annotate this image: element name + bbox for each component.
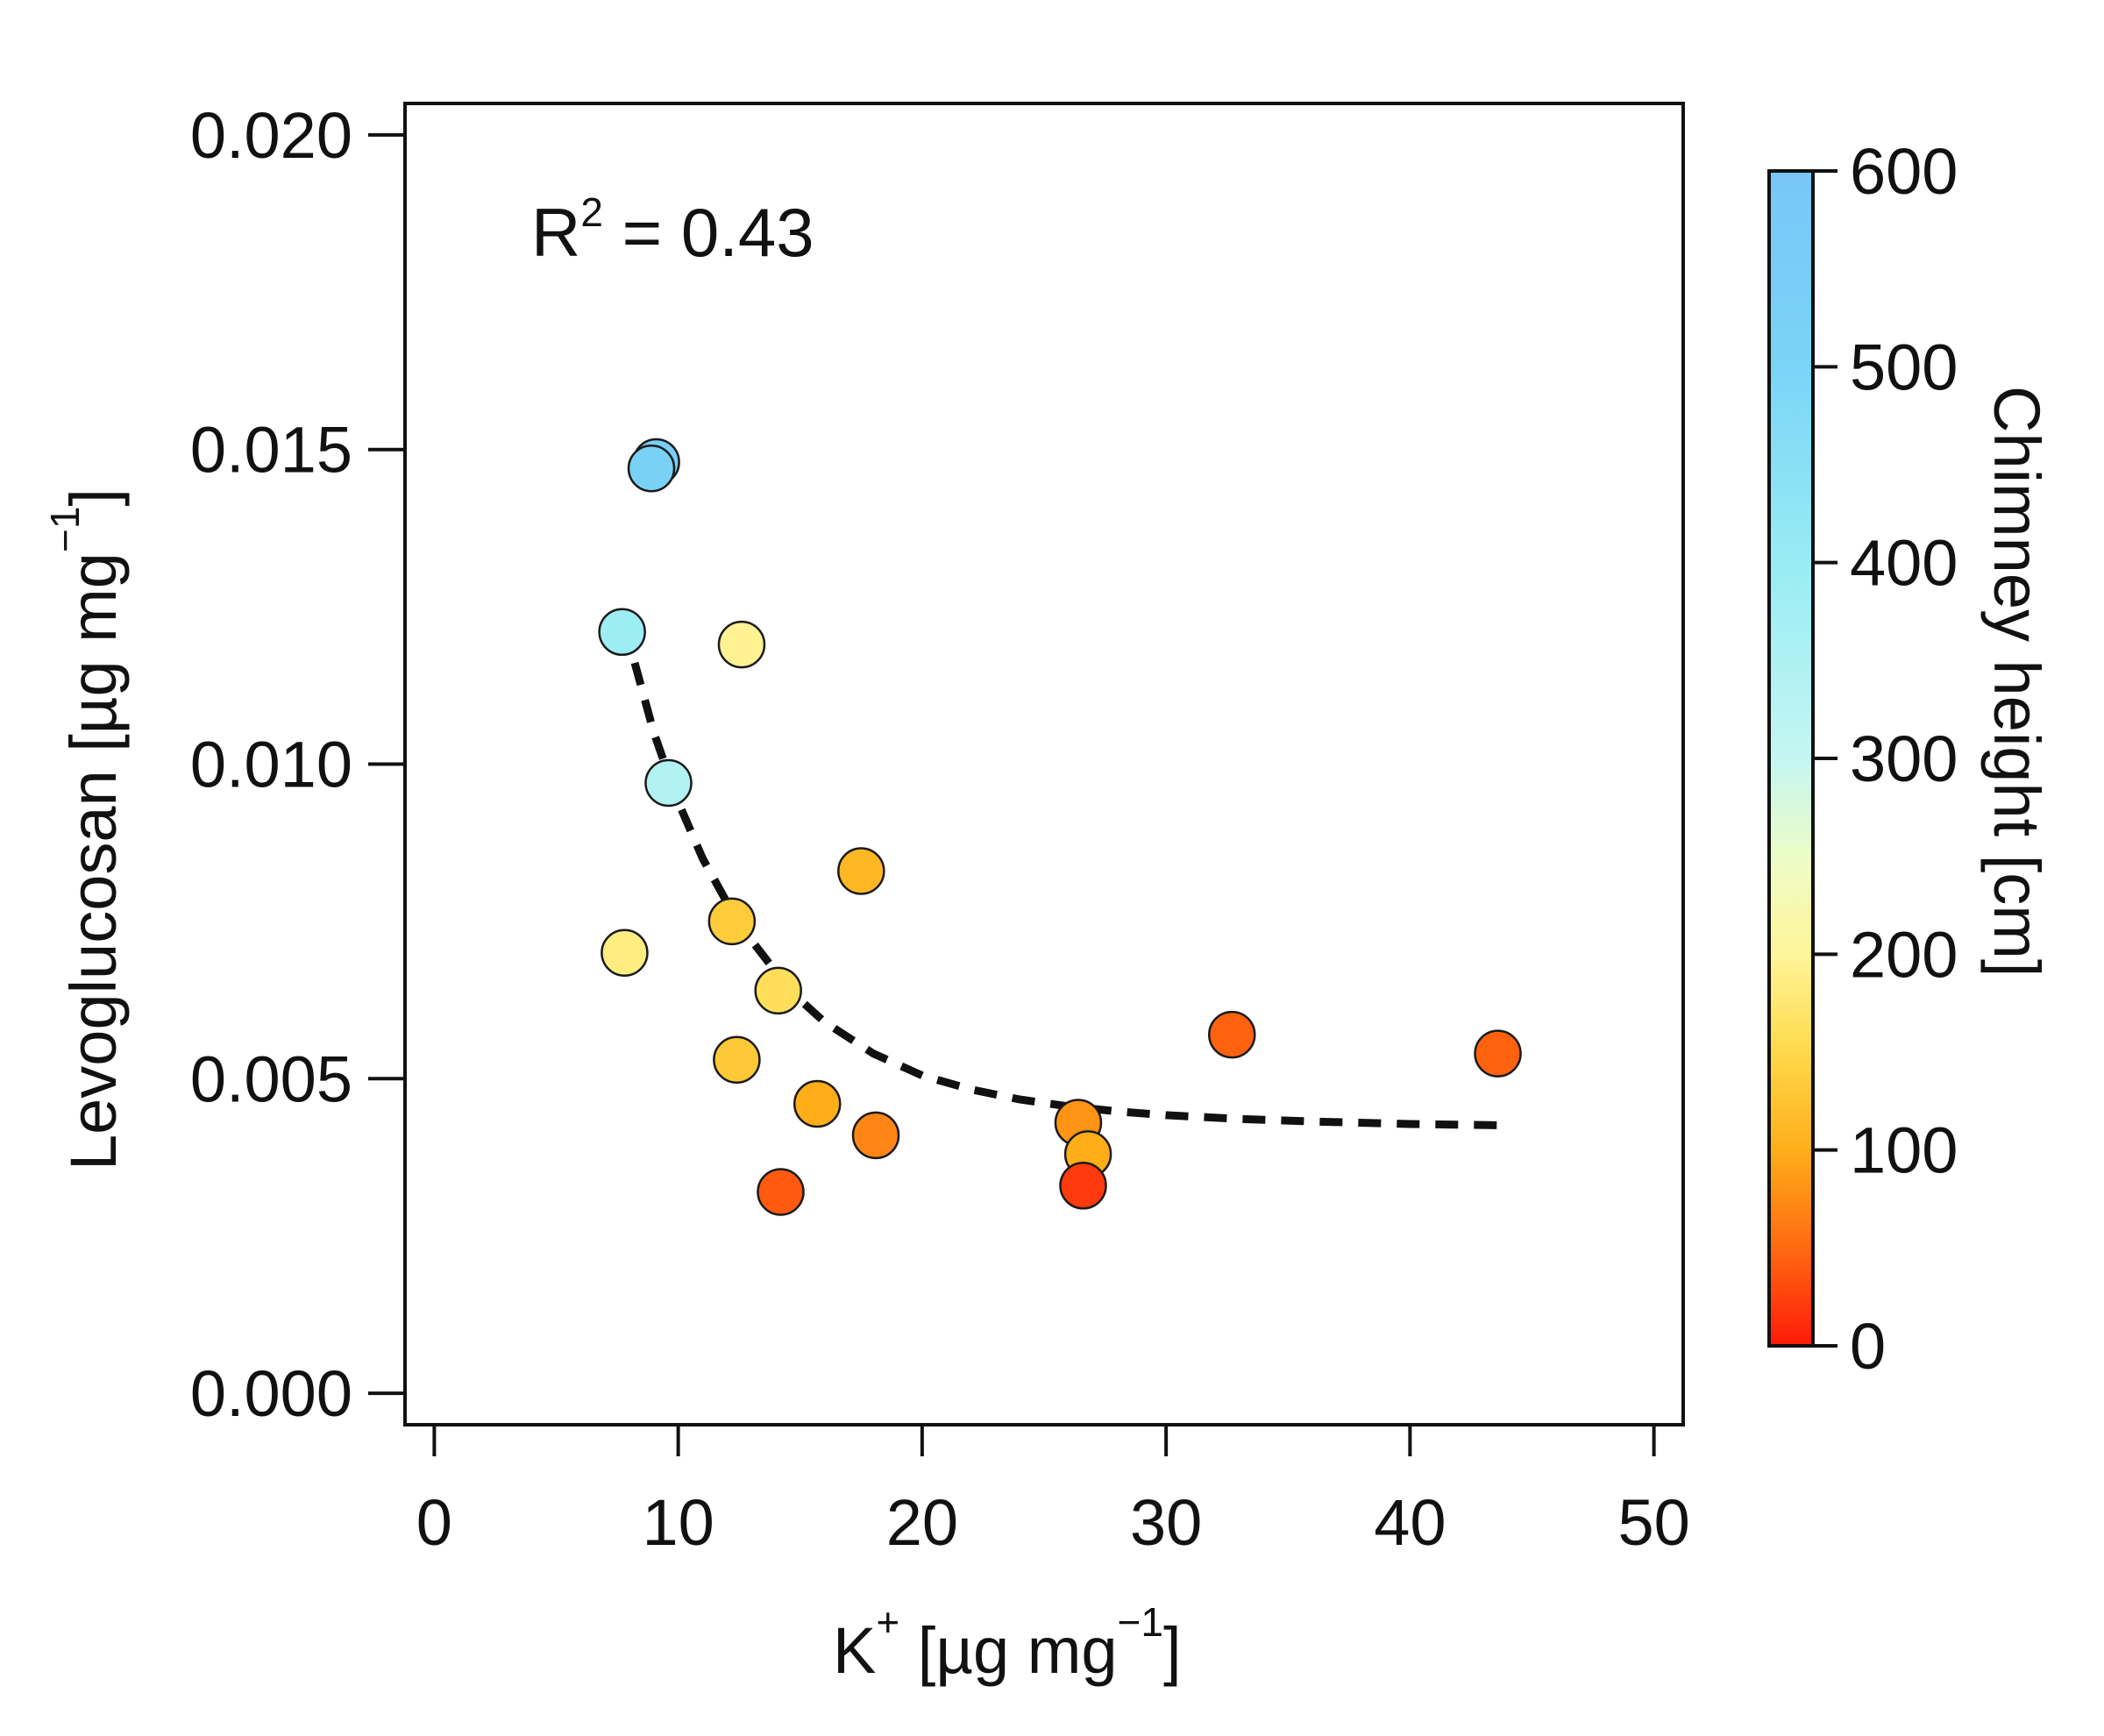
data-point xyxy=(757,1168,805,1216)
x-axis-title-unit: [µg mg xyxy=(899,1614,1117,1687)
x-tick-label: 0 xyxy=(416,1486,452,1559)
x-axis-title-main: K xyxy=(833,1614,876,1687)
colorbar-tick-label: 200 xyxy=(1850,918,1958,991)
y-axis: 0.000 0.005 0.010 0.015 0.020 xyxy=(190,99,407,1430)
colorbar-gradient xyxy=(1767,169,1815,1348)
data-point xyxy=(754,966,802,1015)
colorbar-tick-label: 300 xyxy=(1850,722,1958,795)
y-tick-label: 0.005 xyxy=(190,1042,352,1115)
y-tick-label: 0.010 xyxy=(190,729,352,801)
plot-frame xyxy=(403,102,1685,1427)
data-point xyxy=(837,847,885,895)
y-axis-title-unit-end: ] xyxy=(57,488,130,507)
y-axis-title-unit-sup: −1 xyxy=(42,507,88,552)
r-squared-value: = 0.43 xyxy=(603,194,814,271)
x-axis: 0 10 20 30 40 50 xyxy=(405,1423,1690,1559)
x-tick-label: 20 xyxy=(886,1486,958,1559)
x-tick-label: 40 xyxy=(1374,1486,1446,1559)
y-tick-label: 0.000 xyxy=(190,1357,352,1430)
colorbar-tick-label: 400 xyxy=(1850,527,1958,600)
y-tick-label: 0.020 xyxy=(190,99,352,172)
x-axis-title-unit-end: ] xyxy=(1163,1614,1182,1687)
data-point xyxy=(1207,1010,1256,1059)
data-point xyxy=(717,620,766,669)
x-axis-title-unit-sup: −1 xyxy=(1118,1599,1163,1645)
colorbar-tick-label: 0 xyxy=(1850,1310,1886,1383)
y-axis-title: Levoglucosan [µg mg−1] xyxy=(42,488,130,1170)
colorbar-tick-label: 100 xyxy=(1850,1114,1958,1187)
data-point xyxy=(627,444,676,493)
colorbar-title: Chimney height [cm] xyxy=(1980,386,2053,978)
data-points xyxy=(598,438,1522,1216)
x-axis-title: K+ [µg mg−1] xyxy=(833,1599,1182,1687)
r-squared-prefix: R xyxy=(531,194,580,271)
y-tick-label: 0.015 xyxy=(190,414,352,487)
x-axis-title-sup: + xyxy=(876,1599,899,1645)
data-point xyxy=(713,1035,761,1085)
y-axis-title-main: Levoglucosan [µg mg xyxy=(57,552,130,1170)
x-tick-label: 10 xyxy=(642,1486,714,1559)
data-point xyxy=(793,1079,842,1128)
colorbar: 0 100 200 300 400 500 600 xyxy=(1767,135,1958,1383)
colorbar-tick-label: 500 xyxy=(1850,331,1958,403)
data-point xyxy=(1474,1029,1522,1078)
data-point xyxy=(601,928,649,978)
colorbar-tick-label: 600 xyxy=(1850,135,1958,208)
data-point xyxy=(598,608,646,657)
r-squared-annotation: R2 = 0.43 xyxy=(531,189,814,271)
r-squared-sup: 2 xyxy=(580,189,603,235)
plot-area xyxy=(403,102,1685,1427)
data-point xyxy=(1059,1162,1107,1210)
x-tick-label: 30 xyxy=(1130,1486,1202,1559)
data-point xyxy=(707,897,757,946)
data-point xyxy=(644,758,693,808)
data-point xyxy=(851,1111,900,1160)
x-tick-label: 50 xyxy=(1617,1486,1689,1559)
